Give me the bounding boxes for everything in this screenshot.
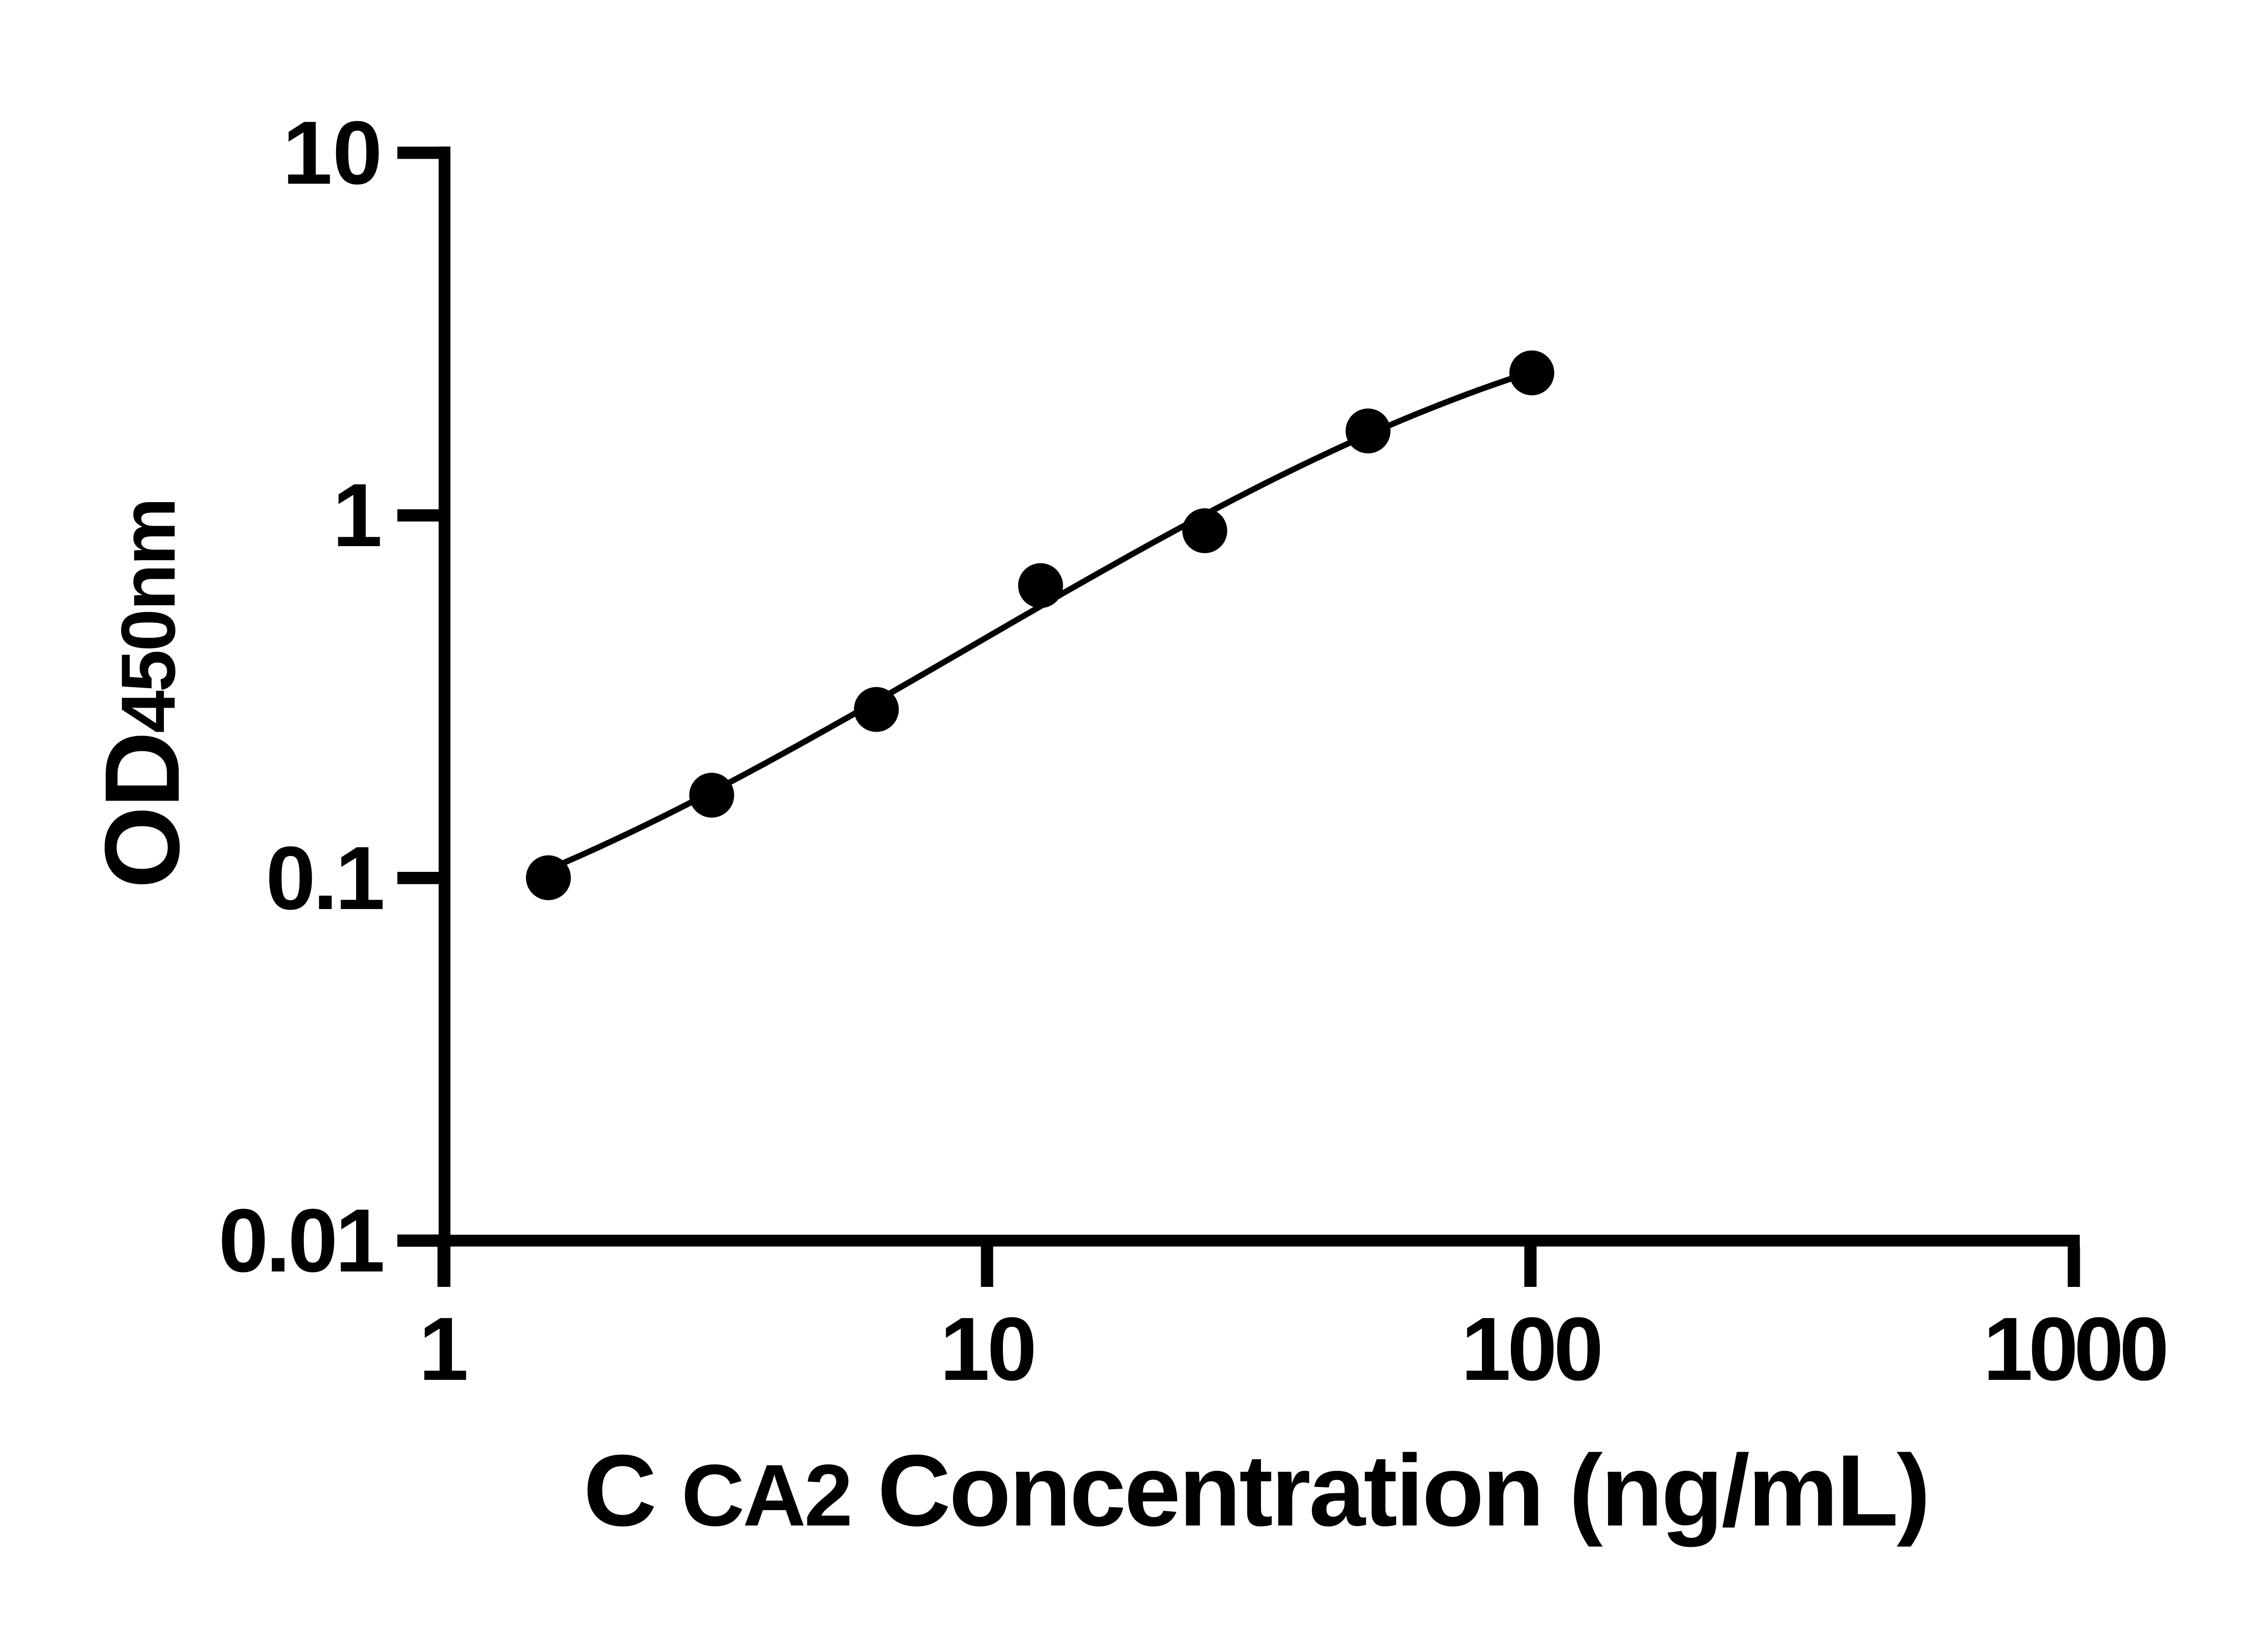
svg-text:1: 1	[332, 465, 382, 565]
svg-text:10: 10	[283, 103, 382, 203]
svg-text:100: 100	[1461, 1299, 1600, 1399]
svg-text:0.1: 0.1	[266, 828, 383, 928]
svg-text:1: 1	[419, 1299, 469, 1399]
svg-text:0.01: 0.01	[219, 1190, 383, 1291]
svg-text:10: 10	[940, 1299, 1034, 1399]
svg-text:C CA2 Concentration (ng/mL): C CA2 Concentration (ng/mL)	[583, 1434, 1929, 1547]
svg-text:1000: 1000	[1983, 1299, 2165, 1399]
